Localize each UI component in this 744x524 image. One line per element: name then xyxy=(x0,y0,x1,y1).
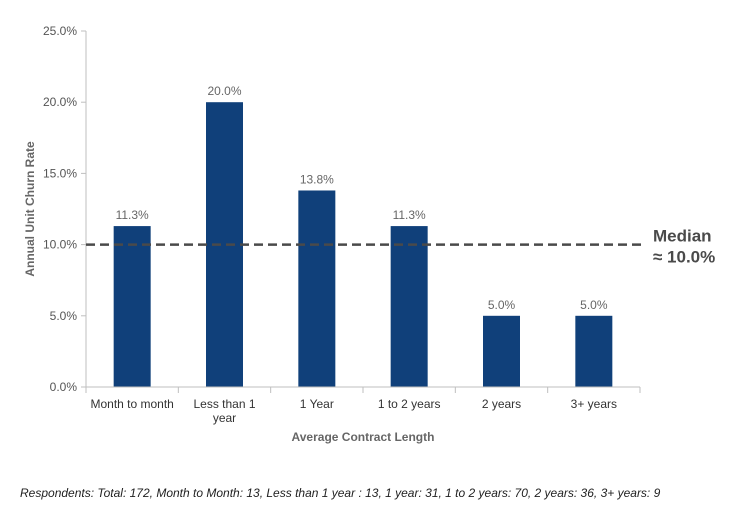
bar-value-label: 5.0% xyxy=(488,298,516,312)
bar xyxy=(483,315,520,387)
bar-value-label: 11.3% xyxy=(393,208,426,222)
bar xyxy=(206,102,243,387)
x-category-label: Month to month xyxy=(90,397,173,411)
bar xyxy=(113,226,151,387)
median-value: ≈ 10.0% xyxy=(653,248,715,267)
x-axis-title: Average Contract Length xyxy=(292,430,435,444)
bar-value-label: 13.8% xyxy=(300,172,334,186)
x-category-label: 2 years xyxy=(482,397,521,411)
bar xyxy=(390,226,428,387)
bar-chart: 0.0% 5.0% 10.0% 15.0% 20.0% 25.0% Month to mo… xyxy=(23,24,715,444)
x-category-label: Less than 1 xyxy=(193,397,255,411)
bar-value-label: 20.0% xyxy=(207,84,241,98)
y-axis-title: Annual Unit Churn Rate xyxy=(23,141,37,277)
data-labels: 11.3% 20.0% 13.8% 11.3% 5.0% 5.0% xyxy=(116,84,608,312)
respondents-footnote: Respondents: Total: 172, Month to Month:… xyxy=(20,486,661,500)
x-category-label: year xyxy=(213,411,236,425)
y-tick-label: 15.0% xyxy=(43,166,77,180)
y-tick-label: 0.0% xyxy=(50,380,78,394)
y-tick-label: 10.0% xyxy=(43,238,77,252)
bar-value-label: 5.0% xyxy=(580,298,608,312)
x-category-label: 1 to 2 years xyxy=(378,397,441,411)
bar-value-label: 11.3% xyxy=(116,208,149,222)
bar xyxy=(298,190,336,387)
median-label: Median xyxy=(653,227,712,246)
y-axis-ticks: 0.0% 5.0% 10.0% 15.0% 20.0% 25.0% xyxy=(43,24,86,394)
x-category-label: 3+ years xyxy=(571,397,617,411)
x-category-label: 1 Year xyxy=(300,397,334,411)
bar xyxy=(575,315,613,387)
y-tick-label: 20.0% xyxy=(43,95,77,109)
y-tick-label: 25.0% xyxy=(43,24,77,38)
y-tick-label: 5.0% xyxy=(50,309,78,323)
